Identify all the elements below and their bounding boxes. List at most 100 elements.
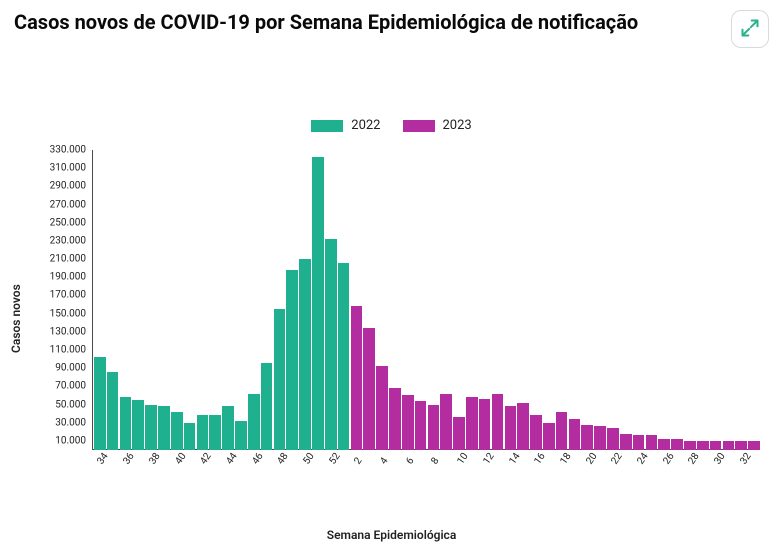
legend-item-2022[interactable]: 2022 bbox=[311, 118, 380, 133]
bar-week-7[interactable] bbox=[415, 401, 427, 450]
bar-week-39[interactable] bbox=[158, 406, 170, 450]
bar-week-33[interactable] bbox=[748, 441, 760, 450]
x-tick-label: 6 bbox=[404, 456, 416, 467]
x-tick-label: 14 bbox=[507, 451, 522, 467]
y-tick-label: 310.000 bbox=[50, 163, 86, 174]
bar-week-2[interactable] bbox=[351, 306, 363, 450]
y-axis-ticks: 10.00030.00050.00070.00090.000110.000130… bbox=[28, 150, 90, 450]
chart-area: Casos novos 10.00030.00050.00070.00090.0… bbox=[28, 150, 768, 490]
legend-swatch bbox=[403, 120, 435, 132]
x-tick-label: 22 bbox=[610, 451, 625, 467]
x-tick-label: 48 bbox=[276, 451, 291, 467]
bar-week-14[interactable] bbox=[505, 406, 517, 450]
bar-week-8[interactable] bbox=[428, 405, 440, 450]
x-tick-label: 50 bbox=[301, 451, 316, 467]
x-tick-label: 26 bbox=[661, 451, 676, 467]
bar-week-37[interactable] bbox=[132, 400, 144, 450]
bar-week-15[interactable] bbox=[517, 403, 529, 450]
bar-week-3[interactable] bbox=[363, 328, 375, 450]
bar-week-17[interactable] bbox=[543, 423, 555, 450]
legend-item-2023[interactable]: 2023 bbox=[403, 118, 472, 133]
bar-week-30[interactable] bbox=[710, 441, 722, 450]
bar-week-23[interactable] bbox=[620, 434, 632, 450]
bar-week-22[interactable] bbox=[607, 428, 619, 450]
bar-week-34[interactable] bbox=[94, 357, 106, 450]
bar-week-45[interactable] bbox=[235, 421, 247, 450]
y-tick-label: 230.000 bbox=[50, 235, 86, 246]
bar-week-20[interactable] bbox=[581, 425, 593, 450]
x-tick-label: 24 bbox=[635, 451, 650, 467]
bar-week-35[interactable] bbox=[107, 372, 119, 450]
bar-week-40[interactable] bbox=[171, 412, 183, 450]
y-tick-label: 90.000 bbox=[55, 363, 86, 374]
x-tick-label: 10 bbox=[455, 451, 470, 467]
bar-week-21[interactable] bbox=[594, 426, 606, 450]
chart-legend: 2022 2023 bbox=[0, 118, 783, 133]
bar-week-25[interactable] bbox=[646, 435, 658, 450]
bar-week-31[interactable] bbox=[723, 441, 735, 450]
y-tick-label: 290.000 bbox=[50, 181, 86, 192]
bar-week-4[interactable] bbox=[376, 366, 388, 450]
y-tick-label: 50.000 bbox=[55, 399, 86, 410]
bar-week-6[interactable] bbox=[402, 395, 414, 450]
bar-week-47[interactable] bbox=[261, 363, 273, 450]
bar-week-10[interactable] bbox=[453, 417, 465, 450]
bar-week-44[interactable] bbox=[222, 406, 234, 450]
bar-week-51[interactable] bbox=[312, 157, 324, 450]
x-tick-label: 32 bbox=[738, 451, 753, 467]
y-tick-label: 330.000 bbox=[50, 145, 86, 156]
bar-week-12[interactable] bbox=[479, 399, 491, 450]
x-axis-ticks: 3436384042444648505224681012141618202224… bbox=[92, 452, 760, 482]
x-tick-label: 4 bbox=[378, 456, 390, 467]
x-tick-label: 28 bbox=[687, 451, 702, 467]
y-tick-label: 170.000 bbox=[50, 290, 86, 301]
bar-week-52[interactable] bbox=[325, 239, 337, 450]
chart-bars bbox=[92, 150, 760, 450]
bar-week-9[interactable] bbox=[440, 394, 452, 450]
legend-label: 2022 bbox=[351, 118, 380, 133]
bar-week-48[interactable] bbox=[274, 309, 286, 450]
bar-week-5[interactable] bbox=[389, 388, 401, 450]
bar-week-27[interactable] bbox=[671, 439, 683, 450]
y-tick-label: 130.000 bbox=[50, 326, 86, 337]
bar-week-16[interactable] bbox=[530, 415, 542, 450]
x-tick-label: 44 bbox=[224, 451, 239, 467]
x-tick-label: 38 bbox=[147, 451, 162, 467]
x-tick-label: 34 bbox=[96, 451, 111, 467]
chart-plot bbox=[92, 150, 760, 450]
bar-week-49[interactable] bbox=[286, 270, 298, 450]
bar-week-29[interactable] bbox=[697, 441, 709, 450]
bar-week-32[interactable] bbox=[735, 441, 747, 450]
bar-week-28[interactable] bbox=[684, 441, 696, 450]
y-tick-label: 250.000 bbox=[50, 217, 86, 228]
bar-week-18[interactable] bbox=[556, 412, 568, 450]
bar-week-1[interactable] bbox=[338, 263, 350, 450]
bar-week-11[interactable] bbox=[466, 397, 478, 450]
x-tick-label: 36 bbox=[121, 451, 136, 467]
bar-week-26[interactable] bbox=[658, 439, 670, 450]
bar-week-13[interactable] bbox=[492, 394, 504, 450]
x-tick-label: 8 bbox=[430, 456, 442, 467]
chart-title: Casos novos de COVID-19 por Semana Epide… bbox=[14, 10, 638, 35]
bar-week-41[interactable] bbox=[184, 423, 196, 450]
bar-week-19[interactable] bbox=[569, 419, 581, 450]
y-tick-label: 210.000 bbox=[50, 254, 86, 265]
x-tick-label: 16 bbox=[532, 451, 547, 467]
y-tick-label: 30.000 bbox=[55, 417, 86, 428]
x-tick-label: 42 bbox=[198, 451, 213, 467]
expand-icon bbox=[740, 18, 760, 41]
legend-swatch bbox=[311, 120, 343, 132]
bar-week-24[interactable] bbox=[633, 435, 645, 450]
y-tick-label: 70.000 bbox=[55, 381, 86, 392]
bar-week-46[interactable] bbox=[248, 394, 260, 450]
bar-week-43[interactable] bbox=[209, 415, 221, 450]
y-tick-label: 150.000 bbox=[50, 308, 86, 319]
bar-week-38[interactable] bbox=[145, 405, 157, 450]
legend-label: 2023 bbox=[443, 118, 472, 133]
bar-week-50[interactable] bbox=[299, 259, 311, 450]
x-tick-label: 18 bbox=[558, 451, 573, 467]
bar-week-36[interactable] bbox=[120, 397, 132, 450]
bar-week-42[interactable] bbox=[197, 415, 209, 450]
x-tick-label: 2 bbox=[353, 456, 365, 467]
expand-button[interactable] bbox=[731, 10, 769, 48]
